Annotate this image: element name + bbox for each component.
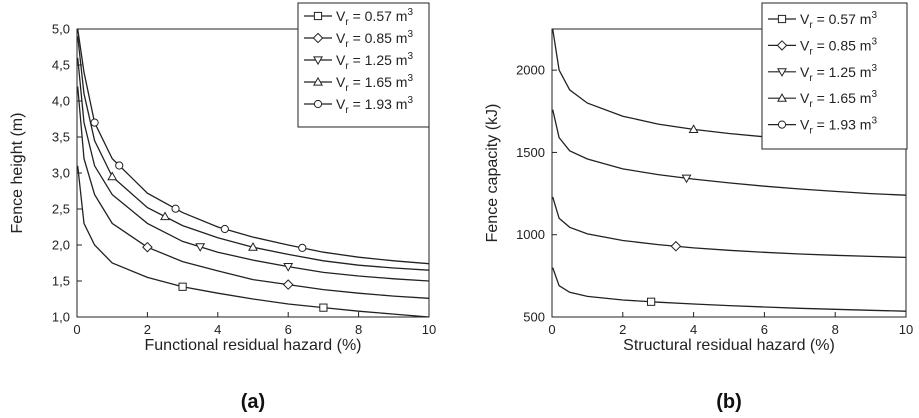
series-square xyxy=(77,165,429,317)
x-axis-label: Functional residual hazard (%) xyxy=(145,337,362,354)
series-line xyxy=(552,267,906,312)
legend-marker-square xyxy=(777,14,787,24)
y-tick-label: 1500 xyxy=(516,145,545,160)
series-line xyxy=(77,57,429,282)
panel-label: (a) xyxy=(241,391,265,413)
x-tick-label: 8 xyxy=(355,322,362,337)
legend-marker-square xyxy=(313,11,323,21)
y-tick-label: 500 xyxy=(523,310,545,325)
data-point-marker xyxy=(681,174,692,184)
legend-marker-circle xyxy=(313,99,323,109)
panel-label: (b) xyxy=(716,391,742,413)
series-line xyxy=(77,36,429,271)
x-tick-label: 6 xyxy=(761,322,768,337)
y-tick-label: 2000 xyxy=(516,63,545,78)
data-point-marker xyxy=(670,240,682,252)
legend-label: Vr = 0.85 m3 xyxy=(336,29,413,50)
y-tick-label: 3,5 xyxy=(52,130,70,145)
x-tick-label: 2 xyxy=(144,322,151,337)
x-tick-label: 0 xyxy=(73,322,80,337)
data-point-marker xyxy=(171,204,180,213)
legend-marker-diamond xyxy=(776,40,788,51)
data-point-marker xyxy=(298,243,307,252)
series-line xyxy=(77,165,429,317)
data-point-marker xyxy=(647,297,656,306)
x-axis-label: Structural residual hazard (%) xyxy=(623,337,835,354)
series-triangle-down xyxy=(77,57,429,282)
y-tick-label: 1000 xyxy=(516,227,545,242)
data-point-marker xyxy=(107,171,118,181)
series-diamond xyxy=(552,196,906,259)
legend-label: Vr = 0.57 m3 xyxy=(800,10,877,31)
legend-label: Vr = 0.57 m3 xyxy=(336,7,413,28)
series-triangle-down xyxy=(552,109,906,196)
legend-label: Vr = 1.93 m3 xyxy=(336,95,413,116)
x-tick-label: 8 xyxy=(832,322,839,337)
data-point-marker xyxy=(283,263,294,272)
series-diamond xyxy=(77,86,429,299)
y-tick-label: 1,0 xyxy=(52,310,70,325)
data-point-marker xyxy=(160,211,170,221)
data-point-marker xyxy=(115,161,124,170)
series-circle xyxy=(77,28,429,265)
x-tick-label: 2 xyxy=(619,322,626,337)
legend-marker-triangle-up xyxy=(777,93,787,102)
series-line xyxy=(552,109,906,196)
data-point-marker xyxy=(142,241,153,253)
y-tick-label: 5,0 xyxy=(52,22,70,37)
y-tick-label: 1,5 xyxy=(52,274,70,289)
data-point-marker xyxy=(195,243,206,252)
x-tick-label: 0 xyxy=(548,322,555,337)
legend-marker-triangle-down xyxy=(777,68,787,77)
series-line xyxy=(77,86,429,299)
y-tick-label: 3,0 xyxy=(52,166,70,181)
legend-marker-diamond xyxy=(312,32,324,44)
x-tick-label: 4 xyxy=(690,322,697,337)
data-point-marker xyxy=(220,224,229,234)
data-point-marker xyxy=(248,242,258,251)
data-point-marker xyxy=(688,124,699,133)
legend: Vr = 0.57 m3 Vr = 0.85 m3 Vr = 1.25 m3 Vr =… xyxy=(761,2,908,150)
legend-label: Vr = 1.93 m3 xyxy=(800,116,877,137)
x-tick-label: 10 xyxy=(899,322,913,337)
legend-label: Vr = 0.85 m3 xyxy=(800,36,877,57)
legend-marker-triangle-up xyxy=(313,76,323,86)
plot-frame xyxy=(551,28,907,318)
y-axis-label: Fence capacity (kJ) xyxy=(484,104,501,243)
y-tick-label: 2,0 xyxy=(52,238,70,253)
series-square xyxy=(552,267,906,312)
y-tick-label: 2,5 xyxy=(52,202,70,217)
data-point-marker xyxy=(178,282,187,291)
y-tick-label: 4,0 xyxy=(52,94,70,109)
x-tick-label: 10 xyxy=(422,322,436,337)
data-point-marker xyxy=(319,303,328,312)
x-tick-label: 4 xyxy=(214,322,221,337)
legend-label: Vr = 1.65 m3 xyxy=(336,73,413,94)
legend-label: Vr = 1.25 m3 xyxy=(800,63,877,84)
data-point-marker xyxy=(90,118,99,127)
legend-label: Vr = 1.25 m3 xyxy=(336,51,413,72)
legend-marker-circle xyxy=(777,120,787,129)
legend-marker-triangle-down xyxy=(313,56,323,66)
y-axis-label: Fence height (m) xyxy=(9,113,26,234)
data-point-marker xyxy=(282,279,294,290)
legend-label: Vr = 1.65 m3 xyxy=(800,89,877,110)
series-line xyxy=(552,196,906,259)
panel-a: 0 2 4 6 8 10 1,0 1,5 2,0 2,5 3,0 3,5 4,0 4,5 5,0 Functi… xyxy=(9,2,436,413)
y-tick-label: 4,5 xyxy=(52,58,70,73)
series-triangle-up xyxy=(77,36,429,271)
x-tick-label: 6 xyxy=(285,322,292,337)
panel-b: 0 2 4 6 8 10 500 1000 1500 2000 Structural residua… xyxy=(484,2,913,413)
